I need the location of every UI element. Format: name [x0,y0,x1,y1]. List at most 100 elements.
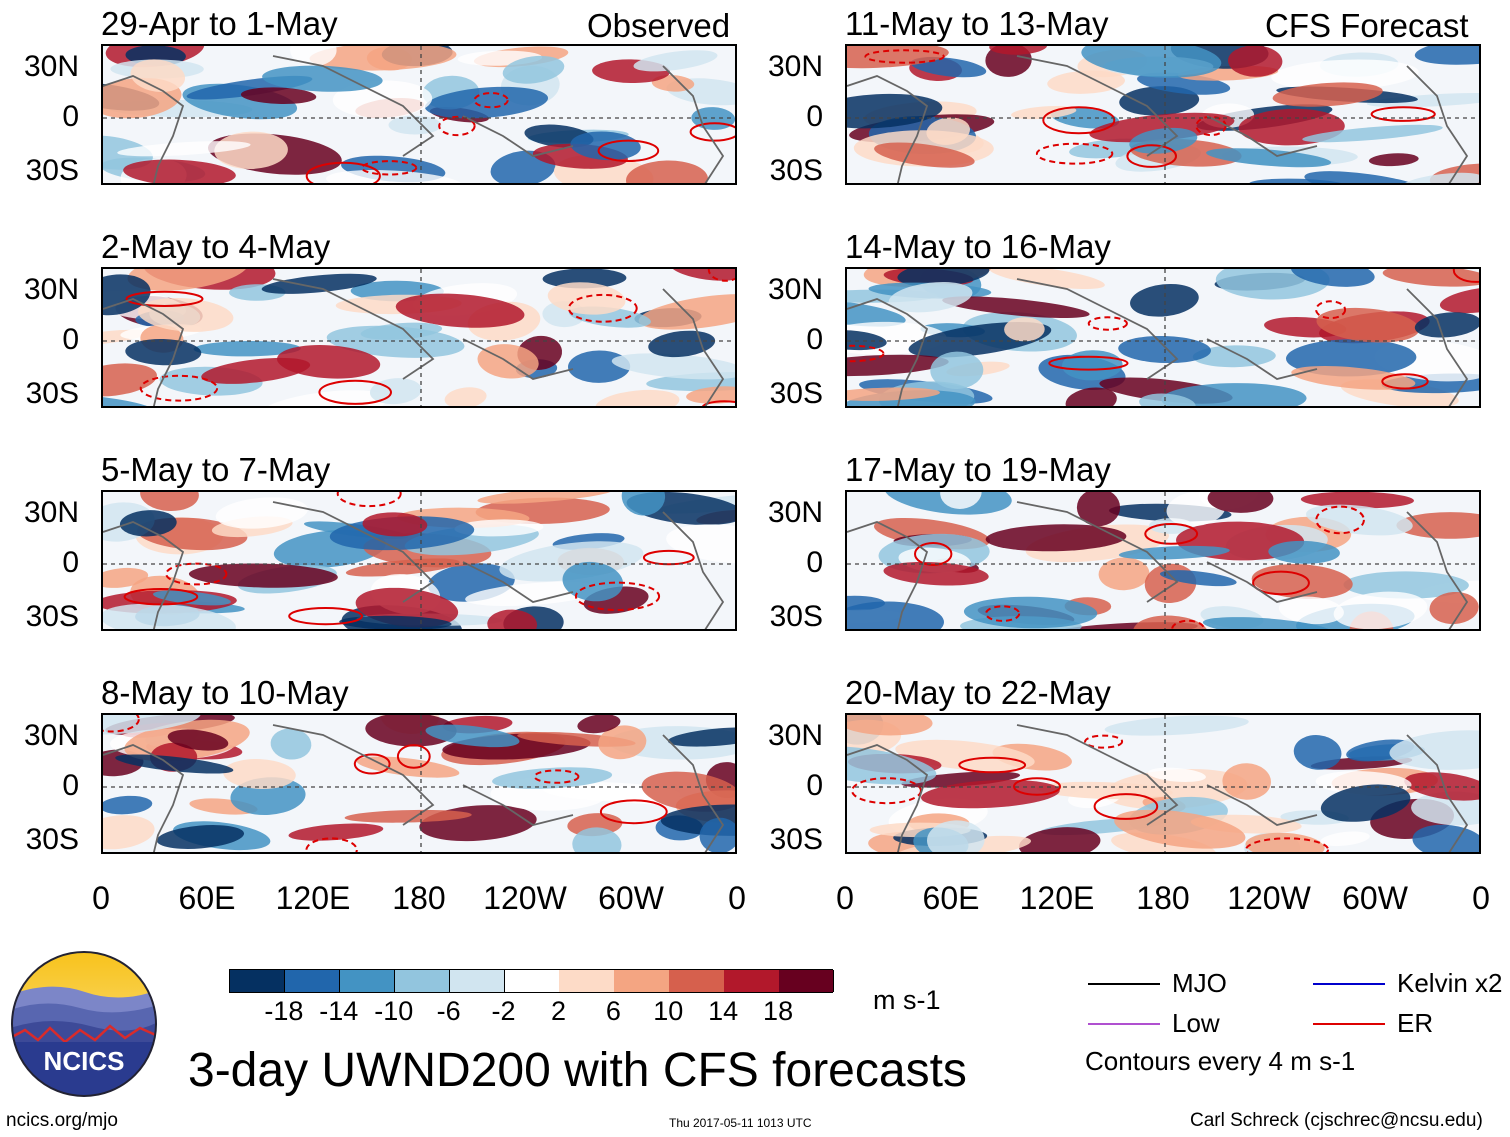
er-contour [847,344,885,363]
colorbar-label: -10 [374,996,414,1026]
anomaly-blob [492,767,613,789]
anomaly-blob [621,492,666,516]
anomaly-blob [103,135,153,170]
anomaly-blob [985,524,1127,552]
er-contour [1245,837,1330,852]
coastline [1206,115,1318,157]
anomaly-blob [240,87,317,104]
legend-label: Kelvin x2 [1397,968,1503,998]
anomaly-blob [626,160,708,183]
legend-label: MJO [1172,968,1227,998]
coastline [103,298,185,406]
anomaly-blob [660,804,735,836]
anomaly-blob [388,115,442,135]
coastline [1406,511,1469,629]
anomaly-blob [326,170,464,183]
y-tick-label: 30N [767,719,823,752]
coastline [847,744,929,852]
x-tick-label: 60E [178,880,236,916]
anomaly-blob [942,296,1090,319]
anomaly-blob [123,159,236,183]
units-label: m s-1 [873,985,941,1015]
x-tick-label: 120E [1019,880,1095,916]
colorbar-swatch [284,970,341,992]
anomaly-blob [1047,70,1125,94]
er-contour [103,715,140,733]
anomaly-blob [276,345,381,379]
er-contour [1126,144,1178,168]
legend-line [1088,983,1160,985]
anomaly-map [845,44,1481,185]
coastline [462,784,574,826]
er-contour [1048,355,1129,371]
panel-title: 2-May to 4-May [101,228,331,265]
anomaly-blob [1004,317,1045,342]
anomaly-map [845,267,1481,408]
colorbar-swatch [339,970,396,992]
er-contour [288,607,364,626]
anomaly-blob [940,492,982,509]
anomaly-blob [1098,557,1150,591]
anomaly-blob [1316,307,1420,343]
y-tick-label: 0 [806,769,823,802]
y-tick-label: 30S [769,600,823,633]
anomaly-blob [444,387,487,406]
anomaly-blob [641,771,735,812]
anomaly-blob [1114,809,1246,849]
anomaly-blob [989,269,1105,290]
anomaly-blob [847,387,940,401]
anomaly-blob [1249,178,1349,183]
er-contour [707,269,735,282]
coastline [103,521,185,629]
anomaly-blob [598,725,647,760]
anomaly-blob [927,820,985,852]
footer-url[interactable]: ncics.org/mjo [6,1110,118,1131]
colorbar-label: -18 [264,996,304,1026]
anomaly-blob [847,300,906,327]
anomaly-blob [259,390,388,406]
footer-timestamp: Thu 2017-05-11 1013 UTC [669,1116,812,1130]
anomaly-blob [362,512,428,537]
anomaly-blob [1412,824,1479,852]
anomaly-blob [125,338,202,366]
x-tick-label: 0 [92,880,110,916]
anomaly-blob [290,46,337,67]
er-contour [1452,269,1479,283]
x-tick-label: 60W [1342,880,1408,916]
anomaly-blob [424,86,549,119]
anomaly-blob [188,563,338,588]
anomaly-blob [883,561,989,586]
anomaly-blob [127,269,249,291]
coastline [272,278,435,380]
er-contour [574,581,661,612]
er-contour [702,400,735,406]
anomaly-blob [103,363,157,397]
anomaly-blob [103,567,149,588]
y-tick-label: 30N [23,273,79,306]
anomaly-map [845,490,1481,631]
y-tick-label: 30S [25,377,79,410]
er-contour [958,756,1027,774]
coastline [103,744,185,852]
anomaly-blob [360,322,443,340]
anomaly-blob [666,524,735,564]
anomaly-blob [1104,715,1249,736]
anomaly-blob [638,294,735,330]
er-contour [642,549,695,566]
anomaly-blob [477,344,539,379]
anomaly-blob [1306,504,1413,536]
anomaly-blob [926,117,970,145]
anomaly-blob [1202,617,1333,629]
coastline [1016,501,1179,603]
er-contour [353,753,391,775]
coastline [462,561,574,603]
colorbar-swatch [394,970,451,992]
anomaly-blob [611,353,735,380]
anomaly-blob [261,273,377,294]
anomaly-blob [1333,591,1428,629]
anomaly-blob [1065,387,1117,406]
anomaly-blob [595,389,680,406]
anomaly-blob [1192,345,1276,368]
y-tick-label: 0 [806,323,823,356]
anomaly-blob [1222,763,1271,800]
